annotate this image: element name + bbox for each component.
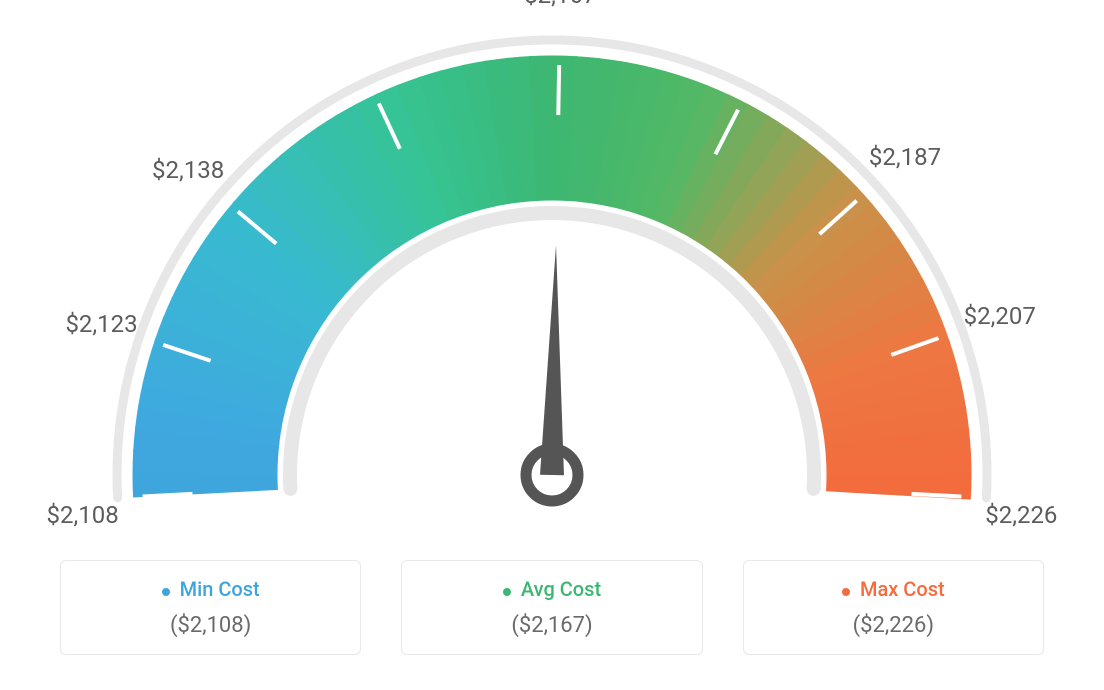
legend-title: Min Cost bbox=[180, 577, 260, 601]
gauge-tick-label: $2,207 bbox=[964, 302, 1036, 330]
legend-dot-icon bbox=[503, 588, 511, 596]
gauge-tick-label: $2,226 bbox=[985, 501, 1057, 529]
legend-dot-icon bbox=[842, 588, 850, 596]
gauge-tick-label: $2,167 bbox=[524, 0, 596, 9]
gauge-tick-label: $2,108 bbox=[47, 501, 119, 529]
legend-title: Max Cost bbox=[860, 577, 945, 601]
legend-box: Min Cost ($2,108) bbox=[60, 560, 361, 655]
legend-box: Avg Cost ($2,167) bbox=[401, 560, 702, 655]
legend-value: ($2,108) bbox=[81, 613, 340, 638]
gauge-tick-label: $2,123 bbox=[65, 310, 137, 338]
legend-dot-icon bbox=[162, 588, 170, 596]
legend-row: Min Cost ($2,108) Avg Cost ($2,167) Max Cost… bbox=[0, 540, 1104, 655]
legend-value: ($2,226) bbox=[764, 613, 1023, 638]
gauge-chart: $2,108$2,123$2,138$2,167$2,187$2,207$2,2… bbox=[0, 0, 1104, 520]
legend-value: ($2,167) bbox=[422, 613, 681, 638]
gauge-svg bbox=[0, 0, 1104, 520]
gauge-tick-label: $2,138 bbox=[152, 156, 224, 184]
gauge-tick-label: $2,187 bbox=[869, 143, 941, 171]
legend-title: Avg Cost bbox=[521, 577, 601, 601]
legend-box: Max Cost ($2,226) bbox=[743, 560, 1044, 655]
